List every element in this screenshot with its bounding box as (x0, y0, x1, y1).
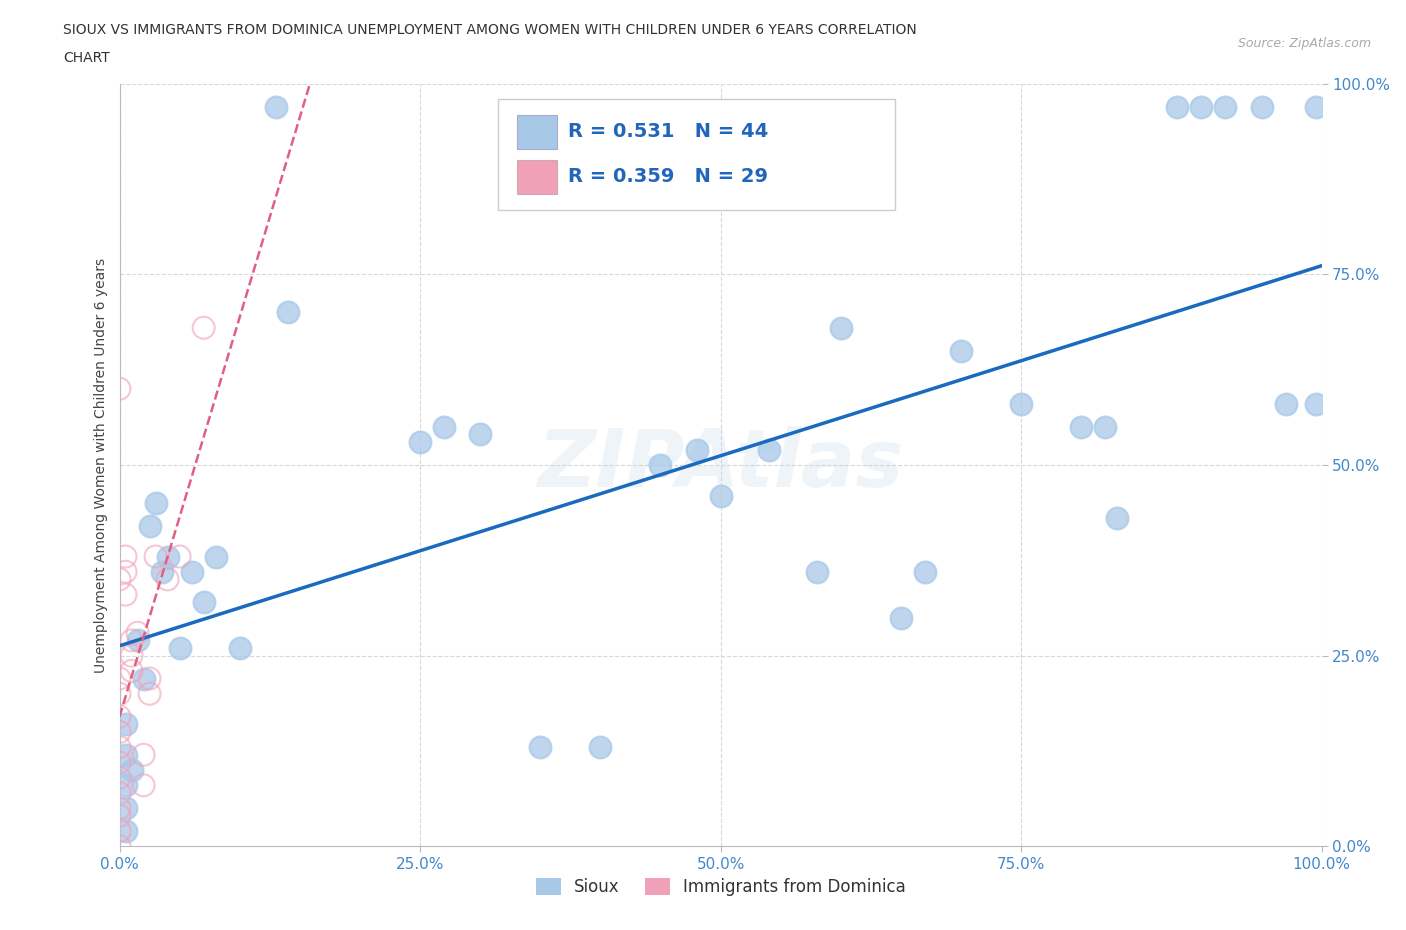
Point (127, 633, 149, 648)
Text: ZIPAtlas: ZIPAtlas (537, 426, 904, 504)
Point (108, 786, 131, 801)
Point (108, 572, 131, 587)
Point (114, 549, 136, 564)
Point (758, 443, 780, 458)
Point (108, 824, 131, 839)
Point (228, 641, 252, 656)
Point (890, 610, 912, 625)
Point (132, 748, 155, 763)
Point (650, 458, 672, 472)
Point (193, 595, 215, 610)
Point (1274, 396, 1296, 411)
Point (180, 565, 202, 579)
Point (169, 641, 191, 656)
Point (806, 565, 828, 579)
Point (830, 320, 852, 335)
Point (1094, 419, 1116, 434)
Text: R = 0.531   N = 44: R = 0.531 N = 44 (568, 122, 768, 141)
Point (150, 565, 173, 579)
Point (108, 755, 131, 770)
Point (193, 320, 215, 335)
Point (204, 549, 226, 564)
Point (1250, 100, 1272, 114)
Point (121, 633, 143, 648)
Point (277, 305, 299, 320)
Point (132, 671, 155, 686)
Point (433, 419, 456, 434)
Point (1107, 511, 1129, 525)
Point (108, 671, 131, 686)
Point (108, 739, 131, 754)
Point (145, 496, 167, 511)
Point (108, 770, 131, 785)
Point (127, 625, 149, 640)
Text: Source: ZipAtlas.com: Source: ZipAtlas.com (1237, 37, 1371, 50)
Point (589, 739, 612, 754)
Text: CHART: CHART (63, 51, 110, 65)
Text: R = 0.359   N = 29: R = 0.359 N = 29 (568, 167, 768, 186)
Point (1305, 100, 1327, 114)
Point (108, 839, 131, 854)
Point (121, 663, 143, 678)
Point (114, 717, 136, 732)
Point (264, 100, 287, 114)
Point (409, 434, 432, 449)
Point (138, 686, 160, 701)
Point (132, 777, 155, 792)
FancyBboxPatch shape (517, 114, 557, 149)
Point (138, 519, 160, 534)
Point (1166, 100, 1188, 114)
Point (156, 549, 179, 564)
Text: SIOUX VS IMMIGRANTS FROM DOMINICA UNEMPLOYMENT AMONG WOMEN WITH CHILDREN UNDER 6: SIOUX VS IMMIGRANTS FROM DOMINICA UNEMPL… (63, 23, 917, 37)
Point (468, 427, 492, 442)
Point (1070, 419, 1092, 434)
Point (1189, 100, 1212, 114)
Point (114, 565, 136, 579)
Y-axis label: Unemployment Among Women with Children Under 6 years: Unemployment Among Women with Children U… (94, 258, 108, 672)
Point (121, 648, 143, 663)
Point (108, 808, 131, 823)
Point (108, 686, 131, 701)
Point (685, 443, 707, 458)
Point (108, 710, 131, 724)
FancyBboxPatch shape (498, 99, 894, 209)
Point (114, 824, 136, 839)
Point (169, 549, 191, 564)
Point (114, 801, 136, 816)
Point (949, 343, 972, 358)
Point (138, 671, 160, 686)
Point (108, 381, 131, 396)
Point (114, 777, 136, 792)
Point (108, 724, 131, 739)
Point (914, 565, 936, 579)
Point (529, 739, 551, 754)
Legend: Sioux, Immigrants from Dominica: Sioux, Immigrants from Dominica (529, 871, 912, 903)
Point (121, 763, 143, 777)
Point (1010, 396, 1032, 411)
Point (1215, 100, 1237, 114)
FancyBboxPatch shape (517, 160, 557, 193)
Point (1305, 396, 1327, 411)
Point (114, 748, 136, 763)
Point (108, 801, 131, 816)
Point (114, 587, 136, 602)
Point (709, 488, 731, 503)
Point (156, 572, 179, 587)
Point (145, 549, 167, 564)
